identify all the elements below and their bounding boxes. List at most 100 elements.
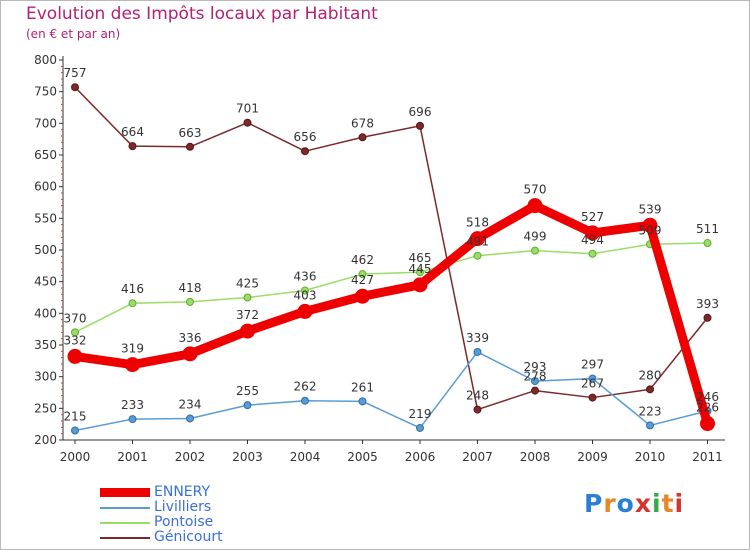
data-point-pontoise-2007 (473, 251, 482, 260)
data-point-pontoise-2002 (186, 297, 194, 306)
data-label-ennery-2004: 403 (294, 288, 317, 302)
data-point-genicourt-2000 (71, 83, 79, 92)
data-point-genicourt-2009 (588, 393, 597, 402)
data-label-pontoise-2000: 370 (64, 311, 87, 325)
x-tick-label-2000: 2000 (60, 450, 91, 464)
data-point-livilliers-2006 (416, 423, 424, 432)
x-tick-label-2007: 2007 (462, 450, 493, 464)
data-label-genicourt-2009: 267 (581, 377, 604, 391)
legend-swatch-genicourt (100, 536, 150, 539)
data-point-pontoise-2006 (416, 268, 424, 277)
data-label-ennery-2003: 372 (236, 308, 259, 322)
y-tick-label-400: 400 (34, 306, 57, 320)
data-label-pontoise-2005: 462 (351, 253, 374, 267)
data-label-pontoise-2011: 511 (696, 222, 719, 236)
y-tick-label-450: 450 (34, 275, 57, 289)
data-point-ennery-2008 (527, 198, 543, 214)
data-point-genicourt-2003 (243, 118, 252, 127)
data-label-genicourt-2010: 280 (639, 368, 662, 382)
data-point-genicourt-2006 (416, 121, 424, 130)
data-label-livilliers-2000: 215 (64, 410, 87, 424)
legend: ENNERY Livilliers Pontoise Génicourt (100, 485, 223, 545)
data-point-pontoise-2001 (128, 299, 137, 308)
data-label-pontoise-2001: 416 (121, 282, 144, 296)
data-point-ennery-2001 (125, 357, 140, 373)
series-line-ennery (70, 201, 712, 429)
y-tick-label-550: 550 (34, 211, 57, 225)
legend-label-livilliers: Livilliers (154, 499, 212, 515)
data-point-pontoise-2005 (358, 270, 367, 279)
data-label-pontoise-2007: 491 (466, 235, 489, 249)
data-label-ennery-2005: 427 (351, 273, 374, 287)
legend-label-pontoise: Pontoise (154, 514, 214, 530)
data-label-ennery-2002: 336 (179, 331, 202, 345)
data-label-ennery-2011: 226 (696, 401, 719, 415)
data-point-livilliers-2003 (243, 401, 252, 410)
logo-letter: t (661, 489, 675, 518)
x-tick-label-2006: 2006 (405, 450, 436, 464)
x-tick-label-2010: 2010 (635, 450, 666, 464)
proxiti-logo: Proxiti (584, 489, 684, 518)
legend-swatch-pontoise (100, 521, 150, 524)
data-point-pontoise-2003 (243, 293, 252, 302)
y-tick-label-250: 250 (34, 401, 57, 415)
x-tick-label-2003: 2003 (232, 450, 263, 464)
data-point-ennery-2011 (700, 416, 715, 432)
legend-item-ennery: ENNERY (100, 485, 223, 500)
data-point-genicourt-2002 (186, 142, 194, 151)
data-point-genicourt-2007 (473, 405, 482, 414)
data-label-livilliers-2007: 339 (466, 331, 489, 345)
data-point-livilliers-2004 (301, 396, 309, 405)
data-label-genicourt-2008: 278 (524, 370, 547, 384)
y-tick-label-350: 350 (34, 338, 57, 352)
series-line-livilliers (74, 351, 709, 432)
y-tick-label-600: 600 (34, 180, 57, 194)
data-point-livilliers-2007 (473, 347, 482, 356)
y-tick-label-750: 750 (34, 85, 57, 99)
legend-item-livilliers: Livilliers (100, 500, 223, 515)
logo-letter: x (634, 489, 652, 518)
data-label-ennery-2010: 539 (639, 202, 662, 216)
data-label-livilliers-2004: 262 (294, 380, 317, 394)
logo-letter: i (652, 489, 662, 518)
series-line-pontoise (74, 242, 709, 334)
data-point-livilliers-2009 (588, 374, 597, 383)
y-tick-label-800: 800 (34, 53, 57, 67)
data-label-ennery-2000: 332 (64, 333, 87, 347)
data-point-genicourt-2001 (128, 142, 137, 151)
data-label-genicourt-2006: 696 (409, 105, 432, 119)
y-tick-label-650: 650 (34, 148, 57, 162)
data-point-genicourt-2011 (703, 313, 712, 322)
data-label-livilliers-2003: 255 (236, 384, 259, 398)
data-point-ennery-2002 (182, 346, 198, 362)
legend-item-pontoise: Pontoise (100, 515, 223, 530)
y-tick-label-300: 300 (34, 370, 57, 384)
data-point-genicourt-2004 (301, 147, 309, 156)
x-tick-label-2005: 2005 (347, 450, 378, 464)
logo-letter: P (584, 489, 604, 518)
data-label-pontoise-2003: 425 (236, 277, 259, 291)
data-label-livilliers-2011: 246 (696, 390, 719, 404)
data-label-livilliers-2008: 293 (524, 360, 547, 374)
chart-title: Evolution des Impôts locaux par Habitant (26, 4, 378, 24)
legend-label-genicourt: Génicourt (154, 529, 223, 545)
data-point-genicourt-2008 (531, 386, 539, 395)
logo-letter: o (616, 489, 635, 518)
data-label-ennery-2007: 518 (466, 216, 489, 230)
legend-item-genicourt: Génicourt (100, 530, 223, 545)
data-label-ennery-2009: 527 (581, 210, 604, 224)
data-label-pontoise-2009: 494 (581, 233, 604, 247)
data-label-pontoise-2004: 436 (294, 270, 317, 284)
y-tick-label-200: 200 (34, 433, 57, 447)
data-label-pontoise-2006: 465 (409, 251, 432, 265)
data-label-pontoise-2008: 499 (524, 230, 547, 244)
data-label-ennery-2001: 319 (121, 342, 144, 356)
x-tick-label-2001: 2001 (117, 450, 148, 464)
data-label-genicourt-2002: 663 (179, 126, 202, 140)
data-label-genicourt-2004: 656 (294, 130, 317, 144)
x-tick-label-2004: 2004 (290, 450, 321, 464)
data-label-livilliers-2005: 261 (351, 380, 374, 394)
data-point-livilliers-2008 (531, 377, 539, 386)
logo-letter: r (603, 489, 617, 518)
